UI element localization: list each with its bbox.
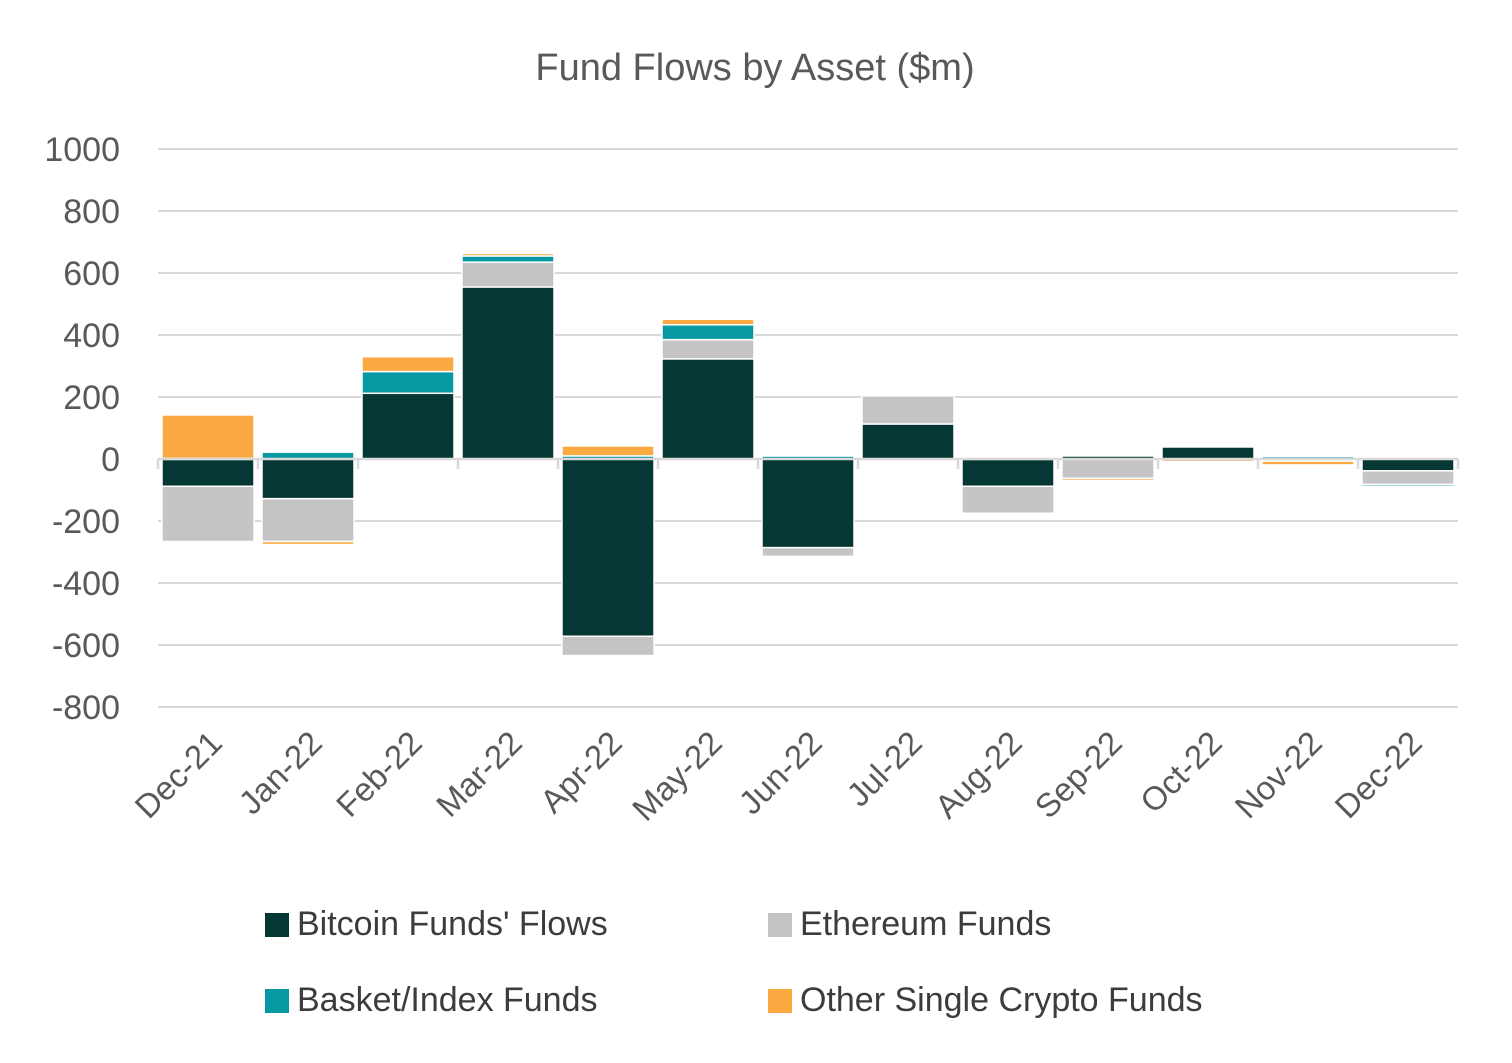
legend-swatch-other: [768, 988, 792, 1013]
bar-ethereum-funds-jan-22: [261, 497, 355, 543]
bar-basket-index-funds-mar-22: [461, 255, 555, 263]
y-tick-label: -800: [52, 689, 120, 727]
y-tick-label: 200: [63, 379, 120, 417]
bar-bitcoin-funds-flows-oct-22: [1161, 445, 1255, 460]
legend-swatch-basket: [265, 988, 289, 1013]
bar-other-single-crypto-funds-sep-22: [1061, 477, 1155, 482]
bar-bitcoin-funds-flows-dec-22: [1361, 458, 1455, 472]
legend-label-ethereum: Ethereum Funds: [800, 905, 1052, 943]
x-tick-label: Aug-22: [928, 724, 1029, 825]
legend-label-basket: Basket/Index Funds: [297, 981, 598, 1019]
bar-bitcoin-funds-flows-aug-22: [961, 458, 1055, 488]
x-tick-label: Nov-22: [1228, 724, 1329, 825]
x-tick-label: Jul-22: [839, 724, 929, 814]
bar-basket-index-funds-may-22: [661, 324, 755, 341]
bar-basket-index-funds-feb-22: [361, 370, 455, 395]
zero-axis: [156, 457, 1460, 469]
bar-ethereum-funds-jul-22: [861, 394, 955, 425]
grid-layer: [158, 148, 1458, 708]
bar-basket-index-funds-oct-22: [1161, 445, 1255, 448]
bar-other-single-crypto-funds-jul-22: [861, 393, 955, 396]
y-tick-label: 600: [63, 255, 120, 293]
x-tick-label: Feb-22: [329, 724, 429, 824]
bar-ethereum-funds-mar-22: [461, 261, 555, 288]
legend-item-other: Other Single Crypto Funds: [768, 981, 1203, 1020]
x-tick-label: Sep-22: [1028, 724, 1129, 825]
bar-ethereum-funds-apr-22: [561, 635, 655, 657]
x-tick-label: Dec-22: [1328, 724, 1429, 825]
bar-other-single-crypto-funds-feb-22: [361, 355, 455, 373]
bar-basket-index-funds-dec-22: [1361, 483, 1455, 488]
y-tick-label: -600: [52, 627, 120, 665]
y-tick-label: 400: [63, 317, 120, 355]
bar-other-single-crypto-funds-mar-22: [461, 252, 555, 257]
bar-other-single-crypto-funds-jan-22: [261, 540, 355, 546]
chart-svg: Fund Flows by Asset ($m) 1000 800 600 400 20…: [44, 47, 1460, 828]
bar-ethereum-funds-aug-22: [961, 485, 1055, 514]
bar-other-single-crypto-funds-dec-21: [161, 414, 255, 460]
bar-bitcoin-funds-flows-feb-22: [361, 392, 455, 460]
bar-ethereum-funds-sep-22: [1061, 458, 1155, 479]
bar-other-single-crypto-funds-may-22: [661, 318, 755, 326]
x-tick-label: Dec-21: [128, 724, 229, 825]
legend-item-basket: Basket/Index Funds: [265, 981, 598, 1020]
legend-label-bitcoin: Bitcoin Funds' Flows: [297, 905, 608, 943]
legend-item-bitcoin: Bitcoin Funds' Flows: [265, 905, 608, 944]
bars-layer: [161, 252, 1455, 657]
legend: Bitcoin Funds' Flows Ethereum Funds Bask…: [265, 895, 1365, 1045]
bar-basket-index-funds-sep-22: [1061, 453, 1155, 457]
bar-ethereum-funds-may-22: [661, 338, 755, 360]
bar-bitcoin-funds-flows-may-22: [661, 358, 755, 460]
bar-bitcoin-funds-flows-jun-22: [761, 458, 855, 549]
chart-title: Fund Flows by Asset ($m): [535, 47, 974, 89]
bar-bitcoin-funds-flows-jul-22: [861, 423, 955, 460]
y-tick-label: 800: [63, 193, 120, 231]
legend-item-ethereum: Ethereum Funds: [768, 905, 1051, 944]
bar-ethereum-funds-dec-22: [1361, 470, 1455, 486]
bar-other-single-crypto-funds-jun-22: [761, 454, 855, 457]
legend-swatch-ethereum: [768, 912, 792, 937]
y-axis-tick-labels: 1000 800 600 400 200 0 -200 -400 -600 -800: [44, 131, 120, 727]
x-tick-label: May-22: [625, 724, 729, 828]
legend-label-other: Other Single Crypto Funds: [800, 981, 1203, 1019]
bar-ethereum-funds-jun-22: [761, 546, 855, 558]
bar-bitcoin-funds-flows-apr-22: [561, 458, 655, 638]
x-tick-label: Jun-22: [731, 724, 829, 822]
x-tick-label: Oct-22: [1133, 724, 1229, 820]
x-tick-label: Jan-22: [231, 724, 329, 822]
x-tick-label: Mar-22: [429, 724, 529, 824]
y-tick-label: 0: [101, 441, 120, 479]
x-tick-label: Apr-22: [533, 724, 629, 820]
bar-other-single-crypto-funds-apr-22: [561, 445, 655, 457]
y-tick-label: 1000: [44, 131, 120, 169]
bar-ethereum-funds-dec-21: [161, 485, 255, 543]
y-tick-label: -400: [52, 565, 120, 603]
bar-other-single-crypto-funds-nov-22: [1261, 460, 1355, 466]
legend-swatch-bitcoin: [265, 912, 289, 937]
bar-bitcoin-funds-flows-jan-22: [261, 458, 355, 500]
y-tick-label: -200: [52, 503, 120, 541]
bar-bitcoin-funds-flows-dec-21: [161, 458, 255, 488]
bar-bitcoin-funds-flows-mar-22: [461, 286, 555, 460]
